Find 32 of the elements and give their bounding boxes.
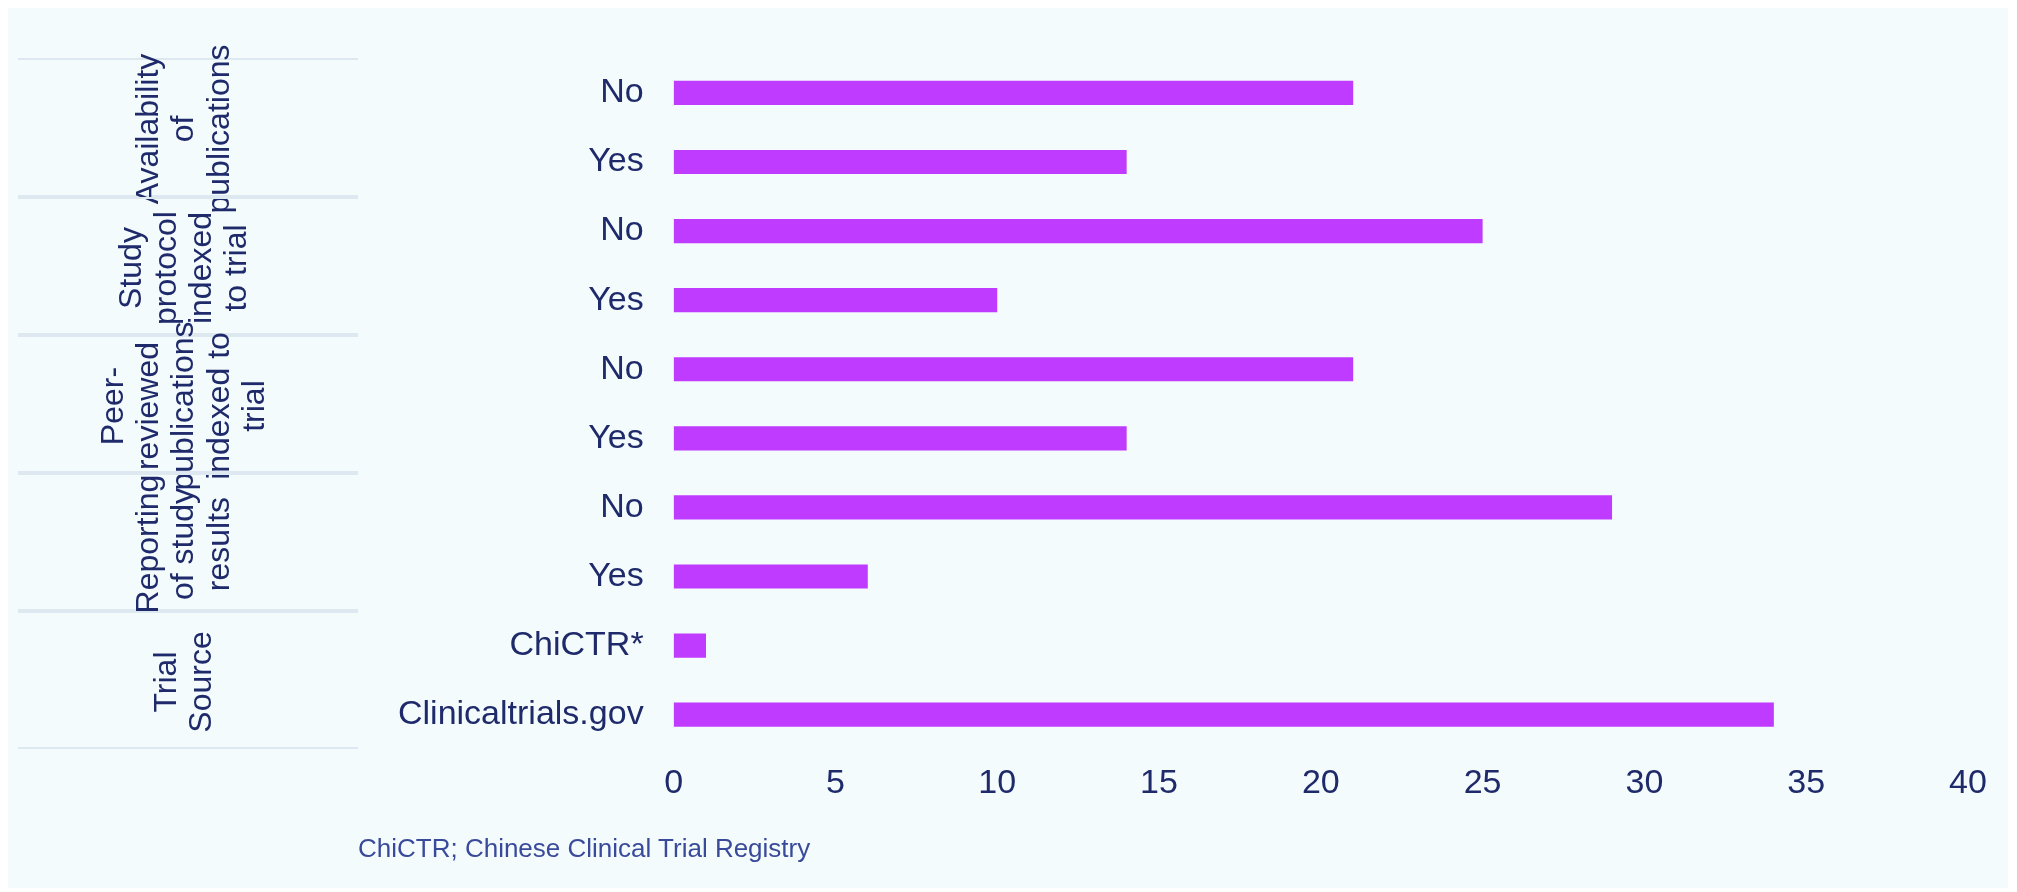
bar [673,426,1127,451]
y-tick-label: No [600,485,644,524]
text: Trial Source [145,630,219,735]
bar [673,357,1354,382]
x-tick-label: 20 [1301,761,1340,800]
y-tick-label: Yes [588,140,644,179]
bar [673,80,1354,106]
text: ChiCTR; Chinese Clinical Trial Registry [358,833,811,864]
x-tick-label: 10 [978,761,1017,800]
bar [673,702,1774,727]
y-tick-label: ChiCTR* [509,623,644,662]
bar [673,564,868,589]
bar [673,149,1127,175]
y-tick-label: Yes [588,416,644,455]
bar [673,288,998,313]
text: Availability of publications [128,44,237,214]
x-tick-label: 35 [1787,761,1826,800]
y-tick-label: Yes [588,554,644,593]
x-tick-label: 0 [664,761,684,800]
y-tick-label: No [600,209,644,248]
x-tick-label: 40 [1949,761,1987,800]
x-tick-label: 5 [825,761,845,800]
y-tick-label: No [600,347,644,386]
bar [673,219,1483,244]
x-tick-label: 15 [1140,761,1178,800]
y-tick-label: No [600,71,644,110]
bar [673,495,1613,520]
y-tick-label: Clinicaltrials.gov [398,693,644,732]
x-tick-label: 25 [1463,761,1502,800]
y-tick-label: Yes [588,278,644,317]
bar [673,633,706,658]
x-tick-label: 30 [1625,761,1664,800]
